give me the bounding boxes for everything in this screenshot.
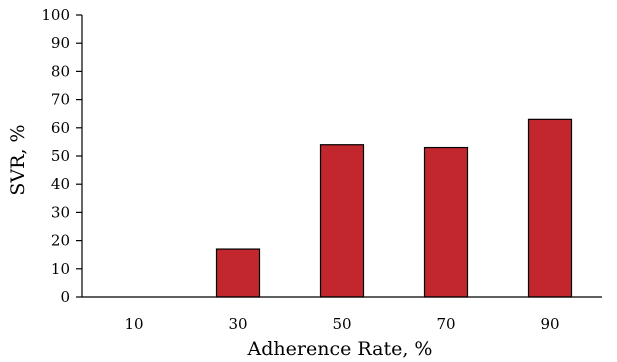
- y-tick-label: 100: [41, 6, 70, 24]
- bar: [319, 144, 365, 298]
- y-tick-label: 90: [51, 34, 70, 52]
- y-tick-label: 50: [51, 147, 70, 165]
- y-axis-title: SVR, %: [7, 124, 29, 195]
- x-tick-label: 10: [124, 315, 143, 333]
- x-axis-ticks: 10 30 50 70 90: [124, 315, 559, 333]
- y-axis-ticks: 0 10 20 30 40 50 60 70 80 90 100: [41, 6, 82, 306]
- y-tick-label: 0: [60, 288, 70, 306]
- bar: [423, 146, 469, 298]
- y-tick-label: 80: [51, 62, 70, 80]
- y-tick-label: 30: [51, 203, 70, 221]
- bar: [215, 248, 261, 298]
- x-tick-label: 30: [228, 315, 247, 333]
- bars: [215, 118, 573, 298]
- y-tick-label: 60: [51, 119, 70, 137]
- y-tick-label: 20: [51, 232, 70, 250]
- x-tick-label: 70: [436, 315, 455, 333]
- y-tick-label: 40: [51, 175, 70, 193]
- x-tick-label: 90: [540, 315, 559, 333]
- x-tick-label: 50: [332, 315, 351, 333]
- y-tick-label: 70: [51, 91, 70, 109]
- bar: [527, 118, 573, 298]
- x-axis-title: Adherence Rate, %: [247, 338, 433, 360]
- y-tick-label: 10: [51, 260, 70, 278]
